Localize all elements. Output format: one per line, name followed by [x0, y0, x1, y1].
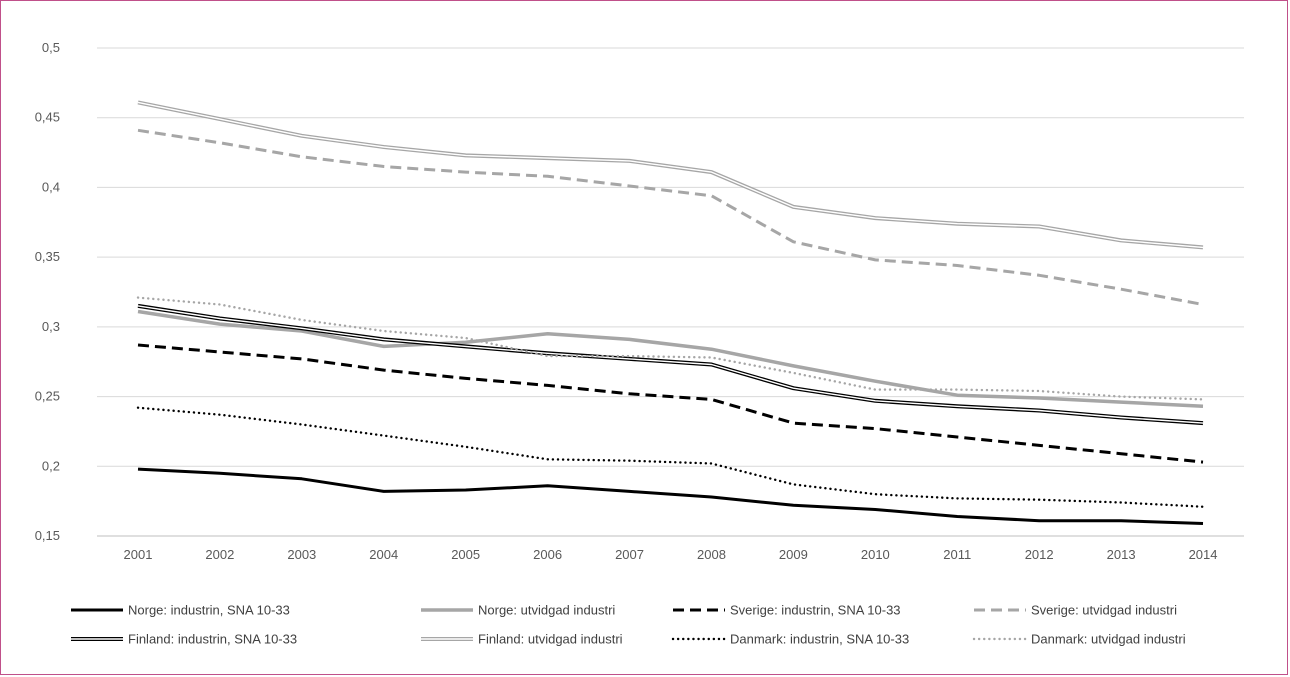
x-tick-label: 2014 — [1189, 547, 1218, 562]
legend-item: Finland: utvidgad industri — [421, 632, 623, 647]
y-tick-label: 0,2 — [42, 458, 60, 473]
x-tick-label: 2011 — [943, 547, 971, 562]
legend-item: Danmark: industrin, SNA 10-33 — [671, 632, 909, 647]
legend-label: Sverige: industrin, SNA 10-33 — [730, 603, 901, 618]
legend-label: Sverige: utvidgad industri — [1031, 603, 1177, 618]
legend-label: Danmark: industrin, SNA 10-33 — [730, 632, 909, 647]
series-line — [136, 406, 1205, 508]
legend-label: Danmark: utvidgad industri — [1031, 632, 1186, 647]
series-line — [137, 128, 1204, 306]
y-tick-label: 0,45 — [35, 110, 60, 125]
x-tick-label: 2012 — [1025, 547, 1054, 562]
series-2 — [137, 343, 1204, 464]
series-line-inner — [137, 101, 1204, 249]
y-tick-label: 0,5 — [42, 40, 60, 55]
y-tick-label: 0,15 — [35, 528, 60, 543]
legend-label: Finland: industrin, SNA 10-33 — [128, 632, 297, 647]
legend-item: Finland: industrin, SNA 10-33 — [71, 632, 297, 647]
legend-label: Norge: industrin, SNA 10-33 — [128, 603, 290, 618]
series-line — [136, 296, 1205, 401]
legend-item: Danmark: utvidgad industri — [972, 632, 1186, 647]
legend-item: Norge: utvidgad industri — [421, 603, 615, 618]
series-line-inner — [137, 305, 1204, 424]
x-tick-label: 2006 — [533, 547, 562, 562]
x-tick-label: 2005 — [451, 547, 480, 562]
series-4 — [137, 303, 1204, 426]
y-tick-label: 0,25 — [35, 389, 60, 404]
series-line — [137, 303, 1204, 426]
series-1 — [137, 309, 1204, 409]
x-tick-label: 2010 — [861, 547, 890, 562]
series-line — [137, 309, 1204, 409]
series-3 — [137, 128, 1204, 306]
legend-label: Finland: utvidgad industri — [478, 632, 623, 647]
x-tick-label: 2007 — [615, 547, 644, 562]
y-tick-label: 0,35 — [35, 249, 60, 264]
legend: Norge: industrin, SNA 10-33 Norge: utvidg… — [71, 603, 1186, 647]
legend-item: Sverige: utvidgad industri — [974, 603, 1177, 618]
x-tick-label: 2002 — [205, 547, 234, 562]
x-tick-label: 2004 — [369, 547, 398, 562]
series-5 — [137, 100, 1204, 250]
x-tick-label: 2008 — [697, 547, 726, 562]
series-0 — [137, 467, 1204, 525]
x-tick-label: 2003 — [287, 547, 316, 562]
series-line — [137, 100, 1204, 250]
x-tick-label: 2001 — [124, 547, 153, 562]
legend-item: Norge: industrin, SNA 10-33 — [71, 603, 290, 618]
series-line — [137, 343, 1204, 464]
x-tick-label: 2013 — [1107, 547, 1136, 562]
series-lines — [136, 100, 1205, 525]
x-tick-label: 2009 — [779, 547, 808, 562]
y-axis-ticks: 0,15 0,2 0,25 0,3 0,35 0,4 0,45 0,5 — [35, 40, 60, 543]
x-axis-ticks: 2001 2002 2003 2004 2005 2006 2007 2008 2009 2010… — [124, 547, 1218, 562]
series-7 — [136, 296, 1205, 401]
y-tick-label: 0,3 — [42, 319, 60, 334]
series-6 — [136, 406, 1205, 508]
series-line — [137, 467, 1204, 525]
y-tick-label: 0,4 — [42, 179, 60, 194]
legend-label: Norge: utvidgad industri — [478, 603, 615, 618]
legend-item: Sverige: industrin, SNA 10-33 — [673, 603, 901, 618]
